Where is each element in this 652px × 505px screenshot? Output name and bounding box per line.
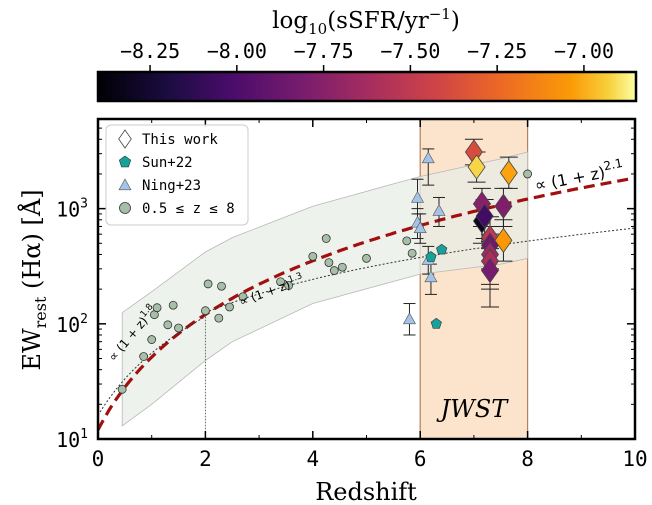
ning23-point (411, 190, 425, 203)
colorbar-tick-label: −8.00 (207, 39, 267, 63)
comparison-point (217, 281, 226, 291)
y-axis-label: EWrest (Hα) [Å] (17, 189, 50, 370)
comparison-point (329, 266, 339, 275)
y-tick-base: 10 (56, 198, 80, 222)
comparison-point (139, 352, 149, 361)
comparison-point (284, 281, 294, 290)
comparison-point (337, 262, 347, 272)
this-work-point (494, 227, 513, 254)
y-tick-exponent: 2 (80, 312, 88, 327)
this-work-point (481, 257, 500, 284)
legend-this-work-icon (118, 129, 132, 149)
comparison-point (174, 323, 183, 333)
legend-label: Sun+22 (142, 155, 193, 171)
ning23-point (413, 221, 427, 234)
comparison-point (163, 320, 173, 330)
comparison-point (324, 258, 334, 267)
x-ticks: 0 2 4 6 8 10 (92, 119, 648, 471)
comparison-point (225, 302, 234, 312)
colorbar-gradient (96, 70, 638, 103)
curve-label-exponent: 1.3 (287, 271, 304, 285)
comparison-point (152, 303, 162, 313)
y-tick-label: 101 (56, 427, 88, 452)
legend-label: Ning+23 (142, 178, 201, 194)
comparison-point (238, 292, 248, 302)
comparison-point (407, 248, 417, 258)
y-tick-base: 10 (56, 428, 80, 452)
jwst-label: JWST (436, 395, 510, 423)
colorbar-tick-label: −7.25 (467, 39, 527, 63)
legend: This work Sun+22 Ning+23 0.5 ≤ z ≤ 8 (105, 124, 249, 226)
y-tick-exponent: 3 (80, 197, 88, 212)
comparison-point (214, 313, 224, 323)
legend-box (105, 124, 249, 226)
curve-label-exponent: 2.1 (602, 156, 623, 173)
y-tick-label: 102 (56, 312, 88, 337)
comparison-point (200, 306, 210, 316)
x-tick-label: 10 (622, 447, 647, 471)
ning23-point (424, 270, 438, 283)
comparison-point (203, 279, 213, 289)
sun22-point (430, 317, 442, 329)
colorbar-tick-label: −8.25 (120, 39, 180, 63)
comparison-point (362, 253, 371, 263)
y-tick-exponent: 1 (80, 427, 88, 442)
x-tick-label: 0 (92, 447, 105, 471)
legend-sun22-icon (118, 155, 132, 168)
colorbar-label: log10(sSFR/yr−1) (272, 5, 460, 38)
ning23-point (432, 204, 446, 216)
ning23-point (402, 312, 416, 325)
comparison-point (147, 335, 157, 344)
legend-circle-icon (119, 202, 131, 214)
this-work-point (494, 193, 513, 219)
colorbar-tick-label: −7.50 (380, 39, 440, 63)
sun22-point (425, 251, 437, 262)
comparison-point (168, 300, 178, 310)
this-work-point (499, 160, 518, 186)
x-tick-label: 6 (414, 447, 427, 471)
legend-ning23-icon (118, 178, 132, 191)
comparison-point (523, 169, 532, 179)
colorbar-tick-label: −7.00 (554, 39, 614, 63)
this-work-point (475, 203, 494, 229)
y-tick-label: 103 (56, 197, 88, 222)
legend-label: This work (142, 132, 218, 148)
colorbar-ticks: −8.25 −8.00 −7.75 −7.50 −7.25 −7.00 (120, 39, 614, 72)
markers (117, 139, 532, 394)
legend-label: 0.5 ≤ z ≤ 8 (142, 201, 235, 217)
x-tick-label: 8 (521, 447, 534, 471)
x-tick-label: 2 (199, 447, 212, 471)
sun22-point (436, 243, 448, 255)
curves (98, 176, 635, 431)
colorbar: log10(sSFR/yr−1) −8.25 −8.00 −7.75 −7.50 −7.… (96, 5, 638, 103)
envelope-band (121, 151, 528, 427)
comparison-point (402, 236, 412, 246)
comparison-point (276, 277, 285, 287)
x-tick-label: 4 (306, 447, 319, 471)
x-axis-label: Redshift (315, 478, 417, 505)
curve-line (98, 176, 635, 431)
comparison-point (321, 234, 331, 243)
ning23-point (421, 151, 435, 164)
this-work-point (467, 154, 486, 180)
comparison-point (308, 251, 318, 261)
comparison-point (117, 384, 127, 394)
colorbar-tick-label: −7.75 (294, 39, 354, 63)
y-tick-base: 10 (56, 313, 80, 337)
